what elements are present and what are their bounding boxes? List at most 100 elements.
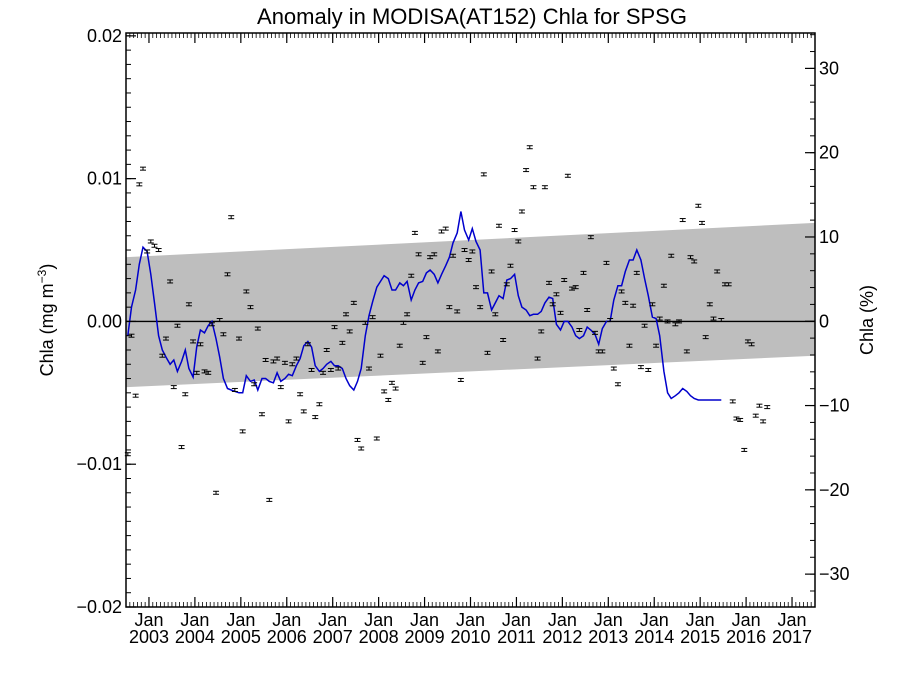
data-point xyxy=(756,403,763,408)
data-point xyxy=(442,226,449,231)
data-point xyxy=(569,286,576,291)
data-point xyxy=(591,330,598,335)
data-point xyxy=(358,446,365,451)
data-point xyxy=(484,350,491,355)
data-point xyxy=(664,319,671,324)
data-point xyxy=(477,305,484,310)
data-point xyxy=(128,333,135,338)
right-tick-label: −10 xyxy=(819,396,850,416)
x-tick-year-label: 2017 xyxy=(772,627,812,647)
data-point xyxy=(162,336,169,341)
x-tick-month-label: Jan xyxy=(272,610,301,630)
data-point xyxy=(518,209,525,214)
smoothed-line-layer xyxy=(127,211,722,401)
data-point xyxy=(733,416,740,421)
data-point xyxy=(607,318,614,322)
data-point xyxy=(725,282,732,287)
data-point xyxy=(147,239,154,244)
data-point xyxy=(541,185,548,190)
data-point xyxy=(167,279,174,284)
data-point xyxy=(170,385,177,390)
trend-band xyxy=(126,222,815,388)
data-point xyxy=(434,349,441,354)
data-point xyxy=(710,316,717,321)
x-tick-year-label: 2014 xyxy=(634,627,674,647)
data-point xyxy=(213,490,220,495)
data-point xyxy=(431,252,438,257)
data-point xyxy=(151,243,158,248)
x-tick-year-label: 2006 xyxy=(267,627,307,647)
left-axis: −0.02 −0.01 0.00 0.01 0.02 xyxy=(76,26,136,617)
data-point xyxy=(136,182,143,187)
data-point xyxy=(587,235,594,240)
right-tick-label: 10 xyxy=(819,227,839,247)
data-point xyxy=(454,309,461,314)
x-tick-month-label: Jan xyxy=(456,610,485,630)
data-point xyxy=(729,399,736,404)
data-point xyxy=(660,283,667,288)
data-point xyxy=(216,318,223,322)
data-point xyxy=(266,497,273,502)
x-tick-month-label: Jan xyxy=(686,610,715,630)
data-point xyxy=(411,230,418,235)
data-point xyxy=(691,259,698,264)
data-point xyxy=(649,302,656,307)
data-point xyxy=(614,382,621,387)
data-point xyxy=(764,405,771,410)
data-point xyxy=(293,356,300,361)
data-point xyxy=(415,252,422,257)
data-point xyxy=(500,337,507,342)
data-point xyxy=(224,272,231,277)
trend-band-layer xyxy=(126,222,815,388)
data-point xyxy=(243,289,250,294)
data-point xyxy=(610,366,617,371)
data-point xyxy=(695,203,702,208)
x-tick-month-label: Jan xyxy=(180,610,209,630)
data-point xyxy=(419,360,426,365)
x-tick-year-label: 2003 xyxy=(129,627,169,647)
data-point xyxy=(277,385,284,390)
left-tick-label: −0.01 xyxy=(76,454,122,474)
x-tick-month-label: Jan xyxy=(778,610,807,630)
x-tick-month-label: Jan xyxy=(548,610,577,630)
data-point xyxy=(350,300,357,305)
data-point xyxy=(312,415,319,420)
data-point xyxy=(251,382,258,387)
data-point xyxy=(300,409,307,414)
x-tick-year-label: 2013 xyxy=(588,627,628,647)
data-point xyxy=(702,335,709,340)
data-point xyxy=(446,305,453,310)
x-tick-year-label: 2011 xyxy=(497,627,536,647)
x-tick-year-label: 2012 xyxy=(542,627,582,647)
data-point xyxy=(622,300,629,305)
x-tick-month-label: Jan xyxy=(410,610,439,630)
data-point xyxy=(274,356,281,361)
data-point xyxy=(155,248,162,253)
x-tick-year-label: 2015 xyxy=(680,627,720,647)
data-point xyxy=(281,360,288,365)
data-point xyxy=(630,303,637,308)
right-tick-label: 30 xyxy=(819,58,839,78)
data-point xyxy=(178,445,185,450)
x-axis: Jan2003Jan2004Jan2005Jan2006Jan2007Jan20… xyxy=(125,33,816,647)
data-point xyxy=(289,362,296,367)
data-point xyxy=(576,327,583,332)
data-point xyxy=(553,292,560,297)
data-point xyxy=(144,249,151,254)
data-point xyxy=(633,270,640,275)
data-point xyxy=(706,302,713,307)
data-point xyxy=(507,263,514,268)
data-point xyxy=(488,269,495,274)
data-point xyxy=(373,436,380,441)
data-point xyxy=(741,447,748,452)
data-point xyxy=(285,419,292,424)
data-point xyxy=(362,320,369,325)
data-point xyxy=(346,329,353,334)
data-point xyxy=(339,340,346,345)
data-point xyxy=(511,228,518,233)
data-point xyxy=(308,367,315,372)
data-point xyxy=(201,369,208,374)
data-point xyxy=(564,173,571,178)
right-axis: −30 −20 −10 0 10 20 30 xyxy=(805,34,850,592)
